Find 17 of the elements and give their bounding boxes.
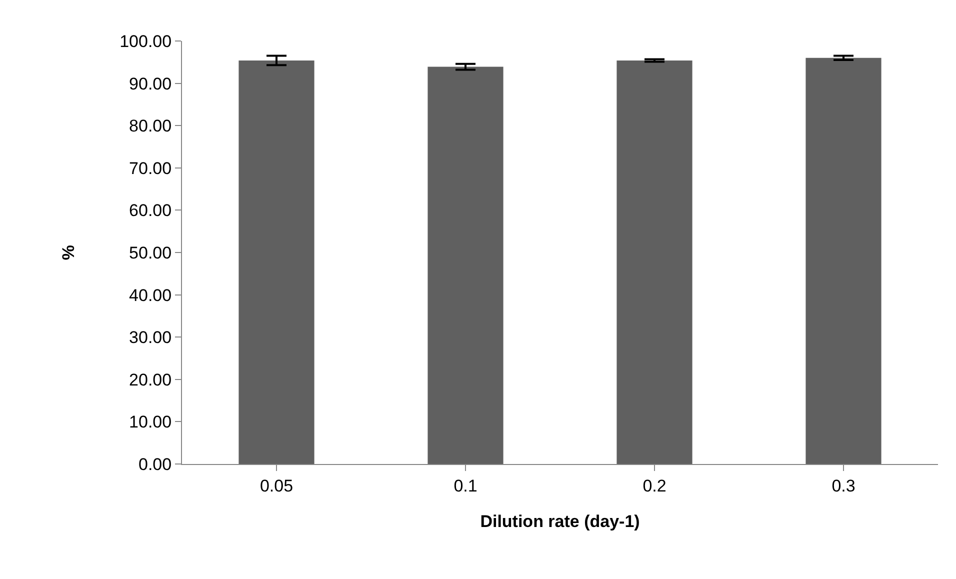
y-tick-label: 90.00 xyxy=(129,74,172,94)
x-tick-label: 0.2 xyxy=(642,476,666,496)
y-tick-label: 50.00 xyxy=(129,243,172,262)
y-tick-label: 30.00 xyxy=(129,328,172,348)
x-tick-label: 0.05 xyxy=(260,476,294,496)
y-tick-label: 80.00 xyxy=(129,116,172,136)
y-tick-label: 20.00 xyxy=(129,370,172,390)
y-axis-title: % xyxy=(59,244,78,260)
x-axis-title: Dilution rate (day-1) xyxy=(480,512,640,531)
y-tick-label: 60.00 xyxy=(129,201,172,220)
y-tick-label: 40.00 xyxy=(129,286,172,305)
y-tick-label: 10.00 xyxy=(129,412,172,432)
y-tick-label: 0.00 xyxy=(138,454,172,474)
x-tick-label: 0.1 xyxy=(454,476,478,496)
y-tick-label: 100.00 xyxy=(120,32,172,51)
x-tick-label: 0.3 xyxy=(832,476,856,496)
y-tick-label: 70.00 xyxy=(129,158,172,178)
